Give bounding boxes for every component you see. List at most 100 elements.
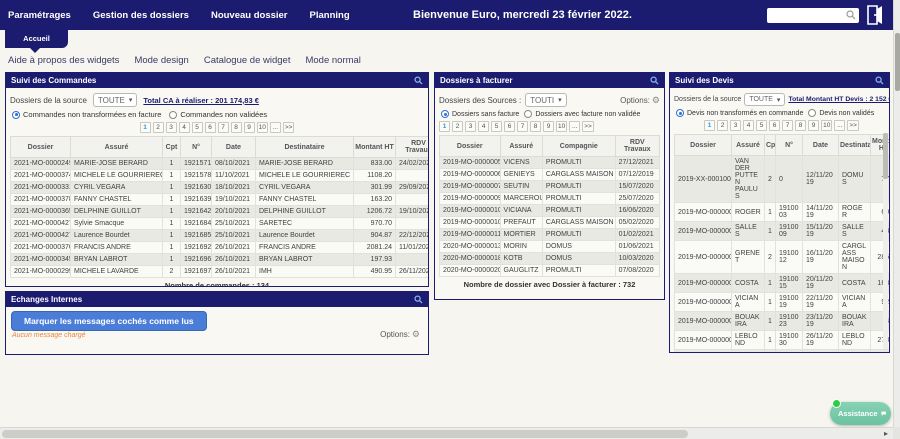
page-button[interactable]: 8 xyxy=(795,120,806,131)
page-button[interactable]: 2 xyxy=(153,122,164,133)
devis-scrollbar-track[interactable] xyxy=(883,133,888,349)
page-button[interactable]: 10 xyxy=(257,122,268,133)
menu-planning[interactable]: Planning xyxy=(310,10,350,21)
source-select[interactable]: TOUTI ▾ xyxy=(525,93,566,107)
vertical-scrollbar-track[interactable] xyxy=(893,0,900,439)
page-button[interactable]: 7 xyxy=(218,122,229,133)
table-row[interactable]: 2021-MO-00003766FRANCIS ANDRE1192169226/… xyxy=(11,242,430,254)
radio-dossiers-facture-non-validee[interactable]: Dossiers avec facture non validée xyxy=(524,110,640,118)
page-button[interactable]: 1 xyxy=(439,121,450,132)
table-row[interactable]: 2019-MO-00000109PREFAUTCARGLASS MAISON05… xyxy=(440,217,660,229)
table-row[interactable]: 2019-MO-00000017GRENET2191001216/11/2019… xyxy=(675,241,891,274)
gear-icon[interactable]: ⚙ xyxy=(652,96,660,105)
table-row[interactable]: 2019-MO-00000038BOUAKIRA1191002323/11/20… xyxy=(675,312,891,331)
page-button[interactable]: 5 xyxy=(756,120,767,131)
page-button[interactable]: ... xyxy=(569,121,580,132)
table-row[interactable]: 2019-MO-00000112MORTIERPROMULTI01/02/202… xyxy=(440,229,660,241)
radio-devis-non-valides[interactable]: Devis non validés xyxy=(808,109,874,117)
page-button[interactable]: 7 xyxy=(782,120,793,131)
page-button[interactable]: 2 xyxy=(452,121,463,132)
page-button[interactable]: 3 xyxy=(730,120,741,131)
page-button[interactable]: ... xyxy=(270,122,281,133)
tab-accueil[interactable]: Accueil xyxy=(5,30,68,48)
table-row[interactable]: 2019-MO-00000018LEBLOND1191003026/11/201… xyxy=(675,331,891,350)
devis-scrollbar-thumb[interactable] xyxy=(883,133,888,179)
table-row[interactable]: 2019-MO-00000026VICIANA1191001922/11/201… xyxy=(675,293,891,312)
table-row[interactable]: 2021-MO-00004279Laurence Bourdet11921685… xyxy=(11,230,430,242)
page-button[interactable]: 1 xyxy=(704,120,715,131)
page-button[interactable]: >> xyxy=(847,120,859,131)
toolbar-mode-design[interactable]: Mode design xyxy=(134,55,188,66)
table-row[interactable]: 2019-XX-00010004VAN DER PUTTEN PAULUS201… xyxy=(675,156,891,203)
page-button[interactable]: 9 xyxy=(244,122,255,133)
radio-commandes-non-validees[interactable]: Commandes non validées xyxy=(169,110,267,119)
table-row[interactable]: 2021-MO-00003659DELPHINE GUILLOT11921642… xyxy=(11,206,430,218)
page-button[interactable]: 3 xyxy=(465,121,476,132)
page-button[interactable]: 6 xyxy=(205,122,216,133)
toolbar-catalogue-widget[interactable]: Catalogue de widget xyxy=(204,55,291,66)
page-button[interactable]: 6 xyxy=(769,120,780,131)
table-row[interactable]: 2019-MO-00000053VICENSPROMULTI27/12/2021 xyxy=(440,157,660,169)
table-row[interactable]: 2021-MO-00002999MICHELE LAVARDE219216972… xyxy=(11,266,430,278)
toolbar-mode-normal[interactable]: Mode normal xyxy=(305,55,360,66)
page-button[interactable]: 4 xyxy=(179,122,190,133)
menu-nouveau-dossier[interactable]: Nouveau dossier xyxy=(211,10,288,21)
page-button[interactable]: 5 xyxy=(192,122,203,133)
page-button[interactable]: 4 xyxy=(743,120,754,131)
total-devis-link[interactable]: Total Montant HT Devis : 2 152 624,70 € xyxy=(788,96,890,103)
page-button[interactable]: >> xyxy=(582,121,594,132)
table-row[interactable]: 2019-MO-00000007ROGER1191000314/11/2019R… xyxy=(675,203,891,222)
page-button[interactable]: 8 xyxy=(231,122,242,133)
page-button[interactable]: 3 xyxy=(166,122,177,133)
vertical-scrollbar-thumb[interactable] xyxy=(895,33,900,91)
radio-commandes-non-transformees[interactable]: Commandes non transformées en facture xyxy=(12,110,161,119)
page-button[interactable]: 5 xyxy=(491,121,502,132)
table-row[interactable]: 2020-MO-00000185KOTBDOMUS10/03/2020 xyxy=(440,253,660,265)
table-row[interactable]: 2020-MO-00000204GAUGLITZPROMULTI07/08/20… xyxy=(440,265,660,277)
source-select[interactable]: TOUTE ▾ xyxy=(744,93,785,106)
page-button[interactable]: 10 xyxy=(821,120,832,131)
page-button[interactable]: 9 xyxy=(808,120,819,131)
page-button[interactable]: 2 xyxy=(717,120,728,131)
table-row[interactable]: 2019-MO-00000100VICIANAPROMULTI16/06/202… xyxy=(440,205,660,217)
toolbar-aide-widgets[interactable]: Aide à propos des widgets xyxy=(8,55,119,66)
page-button[interactable]: 10 xyxy=(556,121,567,132)
page-button[interactable]: 4 xyxy=(478,121,489,132)
table-row[interactable]: 2019-MO-00000013SALLES1191000915/11/2019… xyxy=(675,222,891,241)
table-row[interactable]: 2019-MO-00000097MARCEROUPROMULTI25/07/20… xyxy=(440,193,660,205)
table-row[interactable]: 2021-MO-00003454BRYAN LABROT1192169626/1… xyxy=(11,254,430,266)
page-button[interactable]: 1 xyxy=(140,122,151,133)
table-row[interactable]: 2021-MO-00003785FANNY CHASTEL1192163919/… xyxy=(11,194,430,206)
radio-devis-non-transformes[interactable]: Devis non transformés en commande xyxy=(676,109,803,117)
page-button[interactable]: 6 xyxy=(504,121,515,132)
horizontal-scrollbar-thumb[interactable] xyxy=(2,430,688,438)
magnifier-icon[interactable] xyxy=(414,76,423,85)
page-button[interactable]: ... xyxy=(834,120,845,131)
assistance-button[interactable]: Assistance xyxy=(830,402,891,425)
table-row[interactable]: 2021-MO-00002490MARIE-JOSE BERARD1192157… xyxy=(11,158,430,170)
source-select[interactable]: TOUTE ▾ xyxy=(93,93,137,107)
menu-gestion-des-dossiers[interactable]: Gestion des dossiers xyxy=(93,10,189,21)
mark-messages-read-button[interactable]: Marquer les messages cochés comme lus xyxy=(11,311,207,331)
table-row[interactable]: 2021-MO-00003748MICHELE LE GOURRIEREC119… xyxy=(11,170,430,182)
table-row[interactable]: 2019-MO-00000030COSTA1191001520/11/2019C… xyxy=(675,274,891,293)
radio-dossiers-sans-facture[interactable]: Dossiers sans facture xyxy=(441,110,519,118)
page-button[interactable]: >> xyxy=(283,122,295,133)
gear-icon[interactable]: ⚙ xyxy=(412,330,420,339)
page-button[interactable]: 7 xyxy=(517,121,528,132)
horizontal-scrollbar-track[interactable]: ▸ xyxy=(0,427,893,439)
magnifier-icon[interactable] xyxy=(414,295,423,304)
logout-icon[interactable] xyxy=(865,4,885,26)
magnifier-icon[interactable] xyxy=(875,76,884,85)
page-button[interactable]: 8 xyxy=(530,121,541,132)
table-row[interactable]: 2021-MO-00003316CYRIL VEGARA1192163018/1… xyxy=(11,182,430,194)
total-ca-link[interactable]: Total CA à réaliser : 201 174,83 € xyxy=(143,96,258,105)
page-button[interactable]: 9 xyxy=(543,121,554,132)
magnifier-icon[interactable] xyxy=(650,76,659,85)
table-row[interactable]: 2021-MO-00004277Sylvie Smacque1192168425… xyxy=(11,218,430,230)
menu-parametrages[interactable]: Paramétrages xyxy=(8,10,71,21)
table-row[interactable]: 2019-MO-00000060GENIEYS1191003127/11/201… xyxy=(675,350,891,354)
table-row[interactable]: 2019-MO-00000060GENIEYSCARGLASS MAISON07… xyxy=(440,169,660,181)
scroll-right-arrow-icon[interactable]: ▸ xyxy=(884,429,888,438)
table-row[interactable]: 2019-MO-00000079SEUTINPROMULTI15/07/2020 xyxy=(440,181,660,193)
